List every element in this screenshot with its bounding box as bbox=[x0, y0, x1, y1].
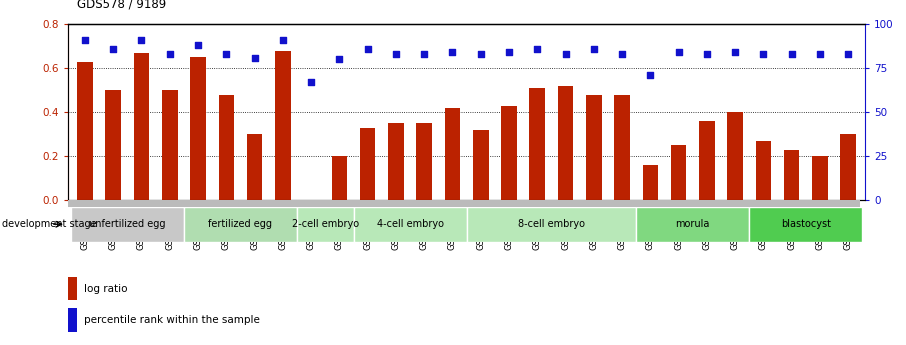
Point bbox=[134, 37, 149, 43]
Bar bbox=[353, 207, 467, 242]
Point bbox=[106, 46, 120, 51]
Point bbox=[615, 51, 630, 57]
Text: fertilized egg: fertilized egg bbox=[208, 219, 273, 229]
Text: 2-cell embryo: 2-cell embryo bbox=[292, 219, 359, 229]
Bar bbox=[190, 57, 206, 200]
Text: 8-cell embryo: 8-cell embryo bbox=[518, 219, 585, 229]
Text: development stage: development stage bbox=[2, 219, 96, 229]
Point bbox=[78, 37, 92, 43]
Bar bbox=[297, 207, 353, 242]
Bar bbox=[77, 61, 92, 200]
Text: unfertilized egg: unfertilized egg bbox=[89, 219, 166, 229]
Bar bbox=[558, 86, 573, 200]
Bar bbox=[275, 51, 291, 200]
Bar bbox=[636, 207, 749, 242]
Point bbox=[757, 51, 771, 57]
Text: log ratio: log ratio bbox=[84, 284, 128, 294]
Text: percentile rank within the sample: percentile rank within the sample bbox=[84, 315, 260, 325]
Point bbox=[586, 46, 601, 51]
Bar bbox=[841, 134, 856, 200]
Bar bbox=[467, 207, 636, 242]
Point bbox=[445, 50, 459, 55]
Bar bbox=[184, 207, 297, 242]
Point bbox=[247, 55, 262, 60]
Text: GDS578 / 9189: GDS578 / 9189 bbox=[77, 0, 167, 10]
Bar bbox=[360, 128, 375, 200]
Text: morula: morula bbox=[676, 219, 710, 229]
Bar bbox=[445, 108, 460, 200]
Bar bbox=[473, 130, 488, 200]
Bar bbox=[784, 149, 799, 200]
Point bbox=[474, 51, 488, 57]
Bar bbox=[529, 88, 545, 200]
Bar bbox=[105, 90, 121, 200]
Bar bbox=[388, 123, 404, 200]
Point bbox=[191, 42, 206, 48]
Bar bbox=[699, 121, 715, 200]
Bar bbox=[218, 95, 234, 200]
Point bbox=[558, 51, 573, 57]
Point bbox=[841, 51, 855, 57]
Bar bbox=[68, 308, 78, 332]
Point bbox=[813, 51, 827, 57]
Point bbox=[361, 46, 375, 51]
Text: blastocyst: blastocyst bbox=[781, 219, 831, 229]
Bar bbox=[812, 156, 828, 200]
Point bbox=[304, 79, 318, 85]
Bar bbox=[642, 165, 658, 200]
Point bbox=[728, 50, 742, 55]
Point bbox=[275, 37, 290, 43]
Bar bbox=[162, 90, 178, 200]
Bar bbox=[586, 95, 602, 200]
Point bbox=[389, 51, 403, 57]
Bar bbox=[614, 95, 630, 200]
Point bbox=[785, 51, 799, 57]
Bar bbox=[501, 106, 516, 200]
Bar bbox=[728, 112, 743, 200]
Point bbox=[162, 51, 177, 57]
Bar bbox=[749, 207, 863, 242]
Bar bbox=[246, 134, 263, 200]
Point bbox=[219, 51, 234, 57]
Point bbox=[643, 72, 658, 78]
Point bbox=[699, 51, 714, 57]
Point bbox=[671, 50, 686, 55]
Point bbox=[417, 51, 431, 57]
Bar bbox=[417, 123, 432, 200]
Bar bbox=[756, 141, 771, 200]
Bar bbox=[332, 156, 347, 200]
Bar bbox=[68, 277, 78, 300]
Point bbox=[333, 57, 347, 62]
Bar bbox=[670, 145, 687, 200]
Point bbox=[530, 46, 545, 51]
Bar bbox=[71, 207, 184, 242]
Bar bbox=[134, 53, 149, 200]
Text: 4-cell embryo: 4-cell embryo bbox=[377, 219, 444, 229]
Point bbox=[502, 50, 516, 55]
